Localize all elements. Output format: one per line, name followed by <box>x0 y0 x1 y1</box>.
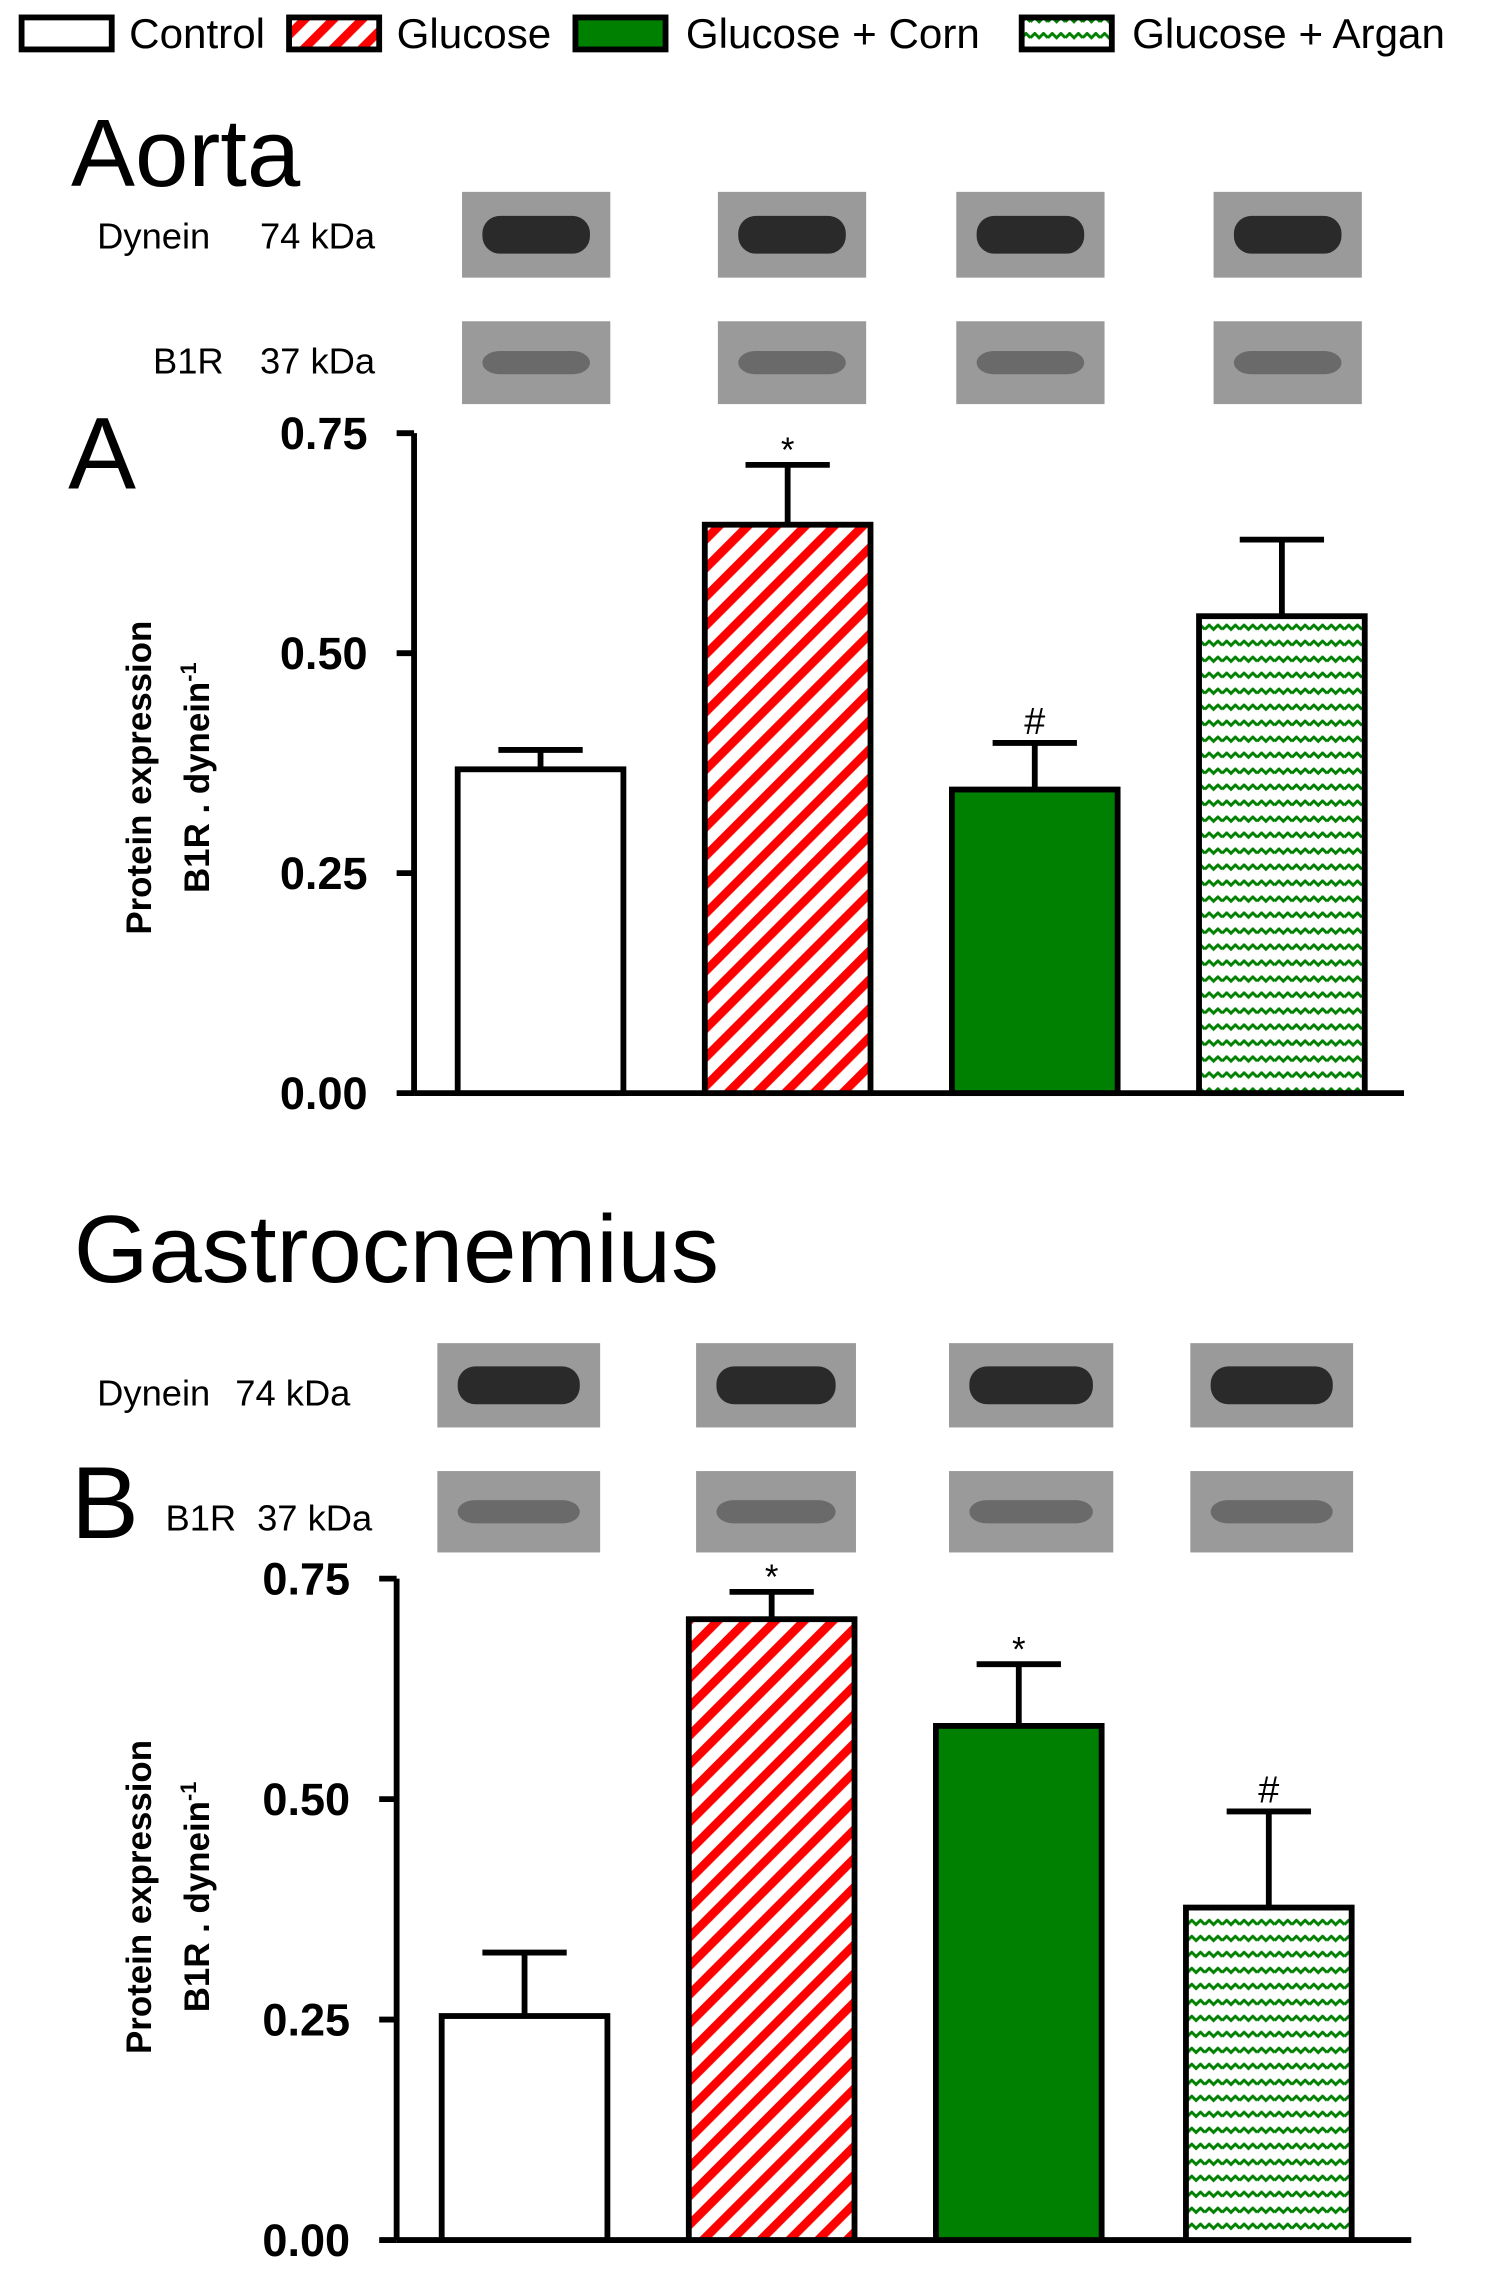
panel-title: Aorta <box>71 100 301 207</box>
blot-band <box>1210 1366 1333 1405</box>
blot-band <box>482 351 590 375</box>
legend-label: Glucose <box>397 10 552 57</box>
legend-swatch <box>18 14 115 53</box>
significance-mark: # <box>1258 1770 1279 1812</box>
legend-label: Control <box>129 10 265 57</box>
panel-label: A <box>68 396 136 510</box>
bar <box>685 1616 858 2243</box>
y-tick-label: 0.00 <box>280 1068 368 1119</box>
legend-label: Glucose + Corn <box>686 10 980 57</box>
panel-title: Gastrocnemius <box>74 1196 719 1303</box>
y-tick-label: 0.00 <box>262 2215 350 2266</box>
y-tick-label: 0.25 <box>280 848 368 899</box>
y-axis-label: Protein expression <box>120 1740 159 2054</box>
blot-band <box>969 1500 1093 1524</box>
bar <box>454 766 627 1097</box>
blot-band <box>738 215 846 254</box>
y-tick-label: 0.25 <box>262 1995 350 2046</box>
y-tick-label: 0.50 <box>280 628 368 679</box>
legend-swatch <box>572 14 669 53</box>
blot-size: 74 kDa <box>260 216 376 257</box>
blot-protein: Dynein <box>97 1373 210 1414</box>
blot-band <box>1233 351 1342 375</box>
blot-size: 74 kDa <box>235 1373 351 1414</box>
blot-band <box>457 1366 580 1405</box>
significance-mark: * <box>781 431 795 470</box>
y-axis-label: Protein expression <box>120 621 159 935</box>
blot-band <box>482 215 590 254</box>
bar <box>949 786 1121 1097</box>
bar <box>933 1722 1105 2243</box>
y-tick-label: 0.75 <box>262 1554 350 1605</box>
y-axis-label: B1R . dynein-1 <box>176 662 217 893</box>
blot-band <box>738 351 846 375</box>
y-tick-label: 0.50 <box>262 1774 350 1825</box>
blot-protein: Dynein <box>97 216 210 257</box>
significance-mark: * <box>1012 1630 1026 1669</box>
significance-mark: * <box>765 1558 779 1597</box>
y-tick-label: 0.75 <box>280 408 368 459</box>
bar <box>701 521 874 1097</box>
y-axis-label-text: B1R . dynein <box>178 682 217 893</box>
y-axis-label-text: B1R . dynein <box>178 1801 217 2012</box>
blot-band <box>1233 215 1342 254</box>
bar <box>438 2013 611 2243</box>
panel-label: B <box>71 1446 139 1560</box>
legend-label: Glucose + Argan <box>1132 10 1445 57</box>
legend-swatch <box>1018 14 1115 53</box>
y-axis-label-superscript: -1 <box>176 1782 201 1801</box>
blot-size: 37 kDa <box>257 1498 373 1539</box>
bar <box>1183 1904 1355 2243</box>
blot-band <box>976 351 1085 375</box>
blot-band <box>457 1500 580 1524</box>
bar <box>1196 613 1368 1097</box>
y-axis-label: B1R . dynein-1 <box>176 1782 217 2013</box>
blot-band <box>1210 1500 1333 1524</box>
blot-band <box>969 1366 1093 1405</box>
blot-band <box>716 1500 836 1524</box>
significance-mark: # <box>1024 701 1045 743</box>
y-axis-label-superscript: -1 <box>176 662 201 681</box>
blot-band <box>976 215 1085 254</box>
legend-swatch <box>286 14 383 53</box>
blot-size: 37 kDa <box>260 341 376 382</box>
blot-protein: B1R <box>166 1498 237 1539</box>
blot-protein: B1R <box>153 341 224 382</box>
blot-band <box>716 1366 836 1405</box>
